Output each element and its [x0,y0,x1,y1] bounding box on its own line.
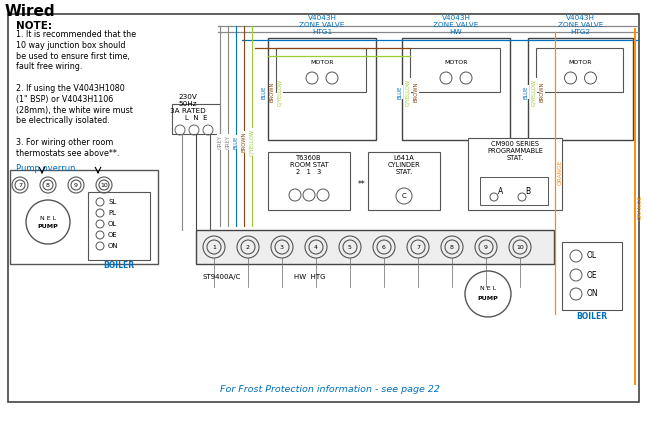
Text: ORANGE: ORANGE [638,194,643,220]
Text: MOTOR: MOTOR [311,60,334,65]
Text: 1. It is recommended that the: 1. It is recommended that the [16,30,136,39]
Text: Pump overrun: Pump overrun [16,164,76,173]
Text: be used to ensure first time,: be used to ensure first time, [16,51,130,61]
Text: G/YELLOW: G/YELLOW [278,78,283,106]
Text: A: A [498,187,503,195]
Text: GREY: GREY [226,135,230,149]
Text: G/YELLOW: G/YELLOW [531,78,536,106]
Text: NOTE:: NOTE: [16,21,52,31]
Text: ST9400A/C: ST9400A/C [203,274,241,280]
Text: G/YELLOW: G/YELLOW [250,128,254,156]
Bar [268,152,350,210]
Text: OE: OE [108,232,118,238]
Text: (28mm), the white wire must: (28mm), the white wire must [16,106,133,115]
Bar [268,38,376,140]
Bar [172,104,220,134]
Text: BLUE: BLUE [397,85,402,99]
Bar [536,48,623,92]
Text: G/YELLOW: G/YELLOW [406,78,410,106]
Text: 7: 7 [18,182,22,187]
Text: BLUE: BLUE [234,135,239,149]
Text: B: B [525,187,531,195]
Text: V4043H
ZONE VALVE
HTG1: V4043H ZONE VALVE HTG1 [300,15,345,35]
Text: For Frost Protection information - see page 22: For Frost Protection information - see p… [220,385,440,394]
Text: BLUE: BLUE [261,85,267,99]
Bar [528,38,633,140]
Text: 6: 6 [382,244,386,249]
Text: 230V
50Hz
3A RATED: 230V 50Hz 3A RATED [170,94,206,114]
Text: 3. For wiring other room: 3. For wiring other room [16,138,113,147]
Text: OL: OL [108,221,117,227]
Text: BROWN: BROWN [540,82,545,102]
Text: 9: 9 [74,182,78,187]
Text: GREY: GREY [217,135,223,149]
Bar [402,38,510,140]
Bar [480,177,548,205]
Text: (1" BSP) or V4043H1106: (1" BSP) or V4043H1106 [16,95,113,104]
Text: V4043H
ZONE VALVE
HW: V4043H ZONE VALVE HW [433,15,479,35]
Text: 2. If using the V4043H1080: 2. If using the V4043H1080 [16,84,125,93]
Text: HW  HTG: HW HTG [294,274,325,280]
Text: C: C [402,193,406,199]
Text: 1: 1 [212,244,216,249]
Text: CM900 SERIES
PROGRAMMABLE
STAT.: CM900 SERIES PROGRAMMABLE STAT. [487,141,543,161]
Text: MOTOR: MOTOR [569,60,592,65]
Text: 9: 9 [484,244,488,249]
Text: L641A
CYLINDER
STAT.: L641A CYLINDER STAT. [388,155,421,175]
Text: 2: 2 [246,244,250,249]
Text: BROWN: BROWN [413,82,419,102]
Text: SL: SL [108,199,116,205]
Text: thermostats see above**.: thermostats see above**. [16,149,120,158]
Text: 10 way junction box should: 10 way junction box should [16,41,126,50]
Text: 5: 5 [348,244,352,249]
Text: BOILER: BOILER [576,312,608,321]
Text: PUMP: PUMP [477,295,498,300]
Text: be electrically isolated.: be electrically isolated. [16,116,110,125]
Bar [10,170,158,264]
Text: **: ** [358,179,366,189]
Text: V4043H
ZONE VALVE
HTG2: V4043H ZONE VALVE HTG2 [558,15,603,35]
Text: Wired: Wired [5,4,56,19]
Text: BROWN: BROWN [241,132,247,152]
Text: N E L: N E L [480,286,496,290]
Text: BROWN: BROWN [270,82,274,102]
Text: MOTOR: MOTOR [444,60,468,65]
Text: 4: 4 [314,244,318,249]
Text: PL: PL [108,210,116,216]
Text: 8: 8 [46,182,50,187]
Text: ORANGE: ORANGE [558,160,563,185]
Text: 10: 10 [516,244,524,249]
Text: BLUE: BLUE [523,85,529,99]
Bar [368,152,440,210]
Text: L  N  E: L N E [185,115,207,121]
Bar [562,242,622,310]
Text: N E L: N E L [40,216,56,221]
Bar [196,230,554,264]
Text: fault free wiring.: fault free wiring. [16,62,82,71]
Text: PUMP: PUMP [38,224,58,228]
Text: T6360B
ROOM STAT
2   1   3: T6360B ROOM STAT 2 1 3 [290,155,329,175]
Bar [468,138,562,210]
Text: OL: OL [587,252,597,260]
Bar [410,48,500,92]
Bar [88,192,150,260]
Text: 3: 3 [280,244,284,249]
Bar [276,48,366,92]
Text: ON: ON [587,289,598,298]
Text: BOILER: BOILER [104,261,135,270]
Text: OE: OE [587,271,598,279]
Text: 10: 10 [100,182,108,187]
Text: ON: ON [108,243,118,249]
Text: 8: 8 [450,244,454,249]
Text: 7: 7 [416,244,420,249]
